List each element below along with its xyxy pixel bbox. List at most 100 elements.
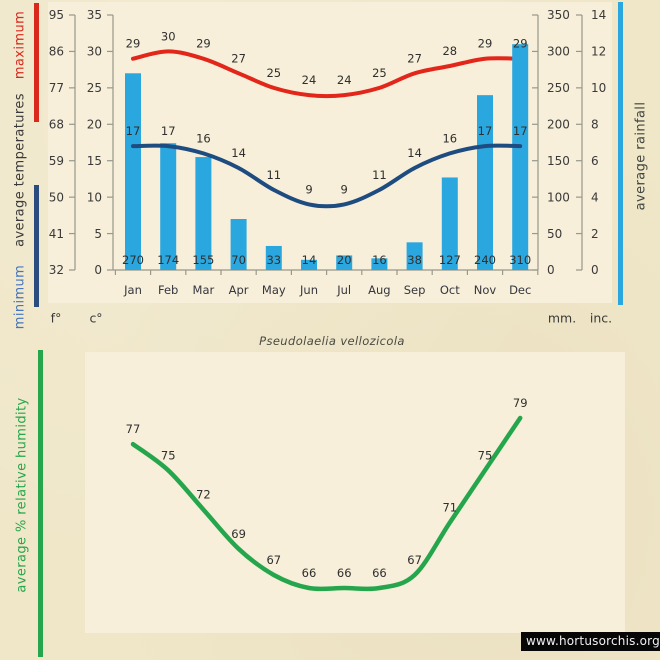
humidity-value: 67: [407, 553, 422, 567]
millimeters-axis-tick-label: 300: [547, 45, 570, 59]
month-label: May: [262, 283, 286, 297]
humidity-value: 79: [513, 396, 528, 410]
species-title: Pseudolaelia vellozicola: [259, 334, 405, 348]
rainfall-value: 16: [372, 253, 387, 267]
celsius-axis-tick-label: 20: [87, 117, 102, 131]
rainfall-value: 33: [266, 253, 281, 267]
inches-axis-tick-label: 12: [591, 45, 606, 59]
month-label: Feb: [158, 283, 178, 297]
celsius-axis-tick-label: 10: [87, 190, 102, 204]
max-temp-value: 24: [337, 73, 352, 87]
celsius-axis-tick-label: 0: [94, 263, 102, 277]
fahrenheit-axis-tick-label: 95: [49, 8, 64, 22]
rainfall-bar-May: [265, 245, 282, 270]
max-temp-line: [131, 49, 523, 99]
month-label: Oct: [440, 283, 460, 297]
celsius-axis-tick-label: 15: [87, 154, 102, 168]
min-temp-value: 17: [478, 124, 493, 138]
min-temp-value: 16: [442, 131, 457, 145]
min-temp-value: 17: [126, 124, 141, 138]
rainfall-value: 38: [407, 253, 422, 267]
humidity-legend-strip: [38, 350, 43, 657]
month-label: Nov: [474, 283, 497, 297]
humidity-value: 66: [302, 566, 317, 580]
rainfall-value: 70: [231, 253, 246, 267]
humidity-line: [130, 415, 523, 592]
fahrenheit-axis-tick-label: 50: [49, 190, 64, 204]
max-temp-value: 29: [196, 37, 211, 51]
min-temp-value: 9: [305, 182, 312, 196]
max-temp-value: 25: [372, 66, 387, 80]
rainfall-value: 155: [192, 253, 214, 267]
min-temp-value: 14: [407, 146, 422, 160]
temperature-rainfall-chart: 9586776859504132353025201510503503002502…: [48, 2, 612, 303]
fahrenheit-unit-label: f°: [50, 310, 62, 326]
rainfall-bar-Nov: [477, 95, 493, 271]
month-label: Sep: [404, 283, 426, 297]
millimeters-axis-tick-label: 150: [547, 154, 570, 168]
humidity-value: 75: [161, 448, 176, 462]
celsius-axis-tick-label: 30: [87, 45, 102, 59]
fahrenheit-axis-tick-label: 77: [49, 81, 64, 95]
rainfall-bar-Jun: [301, 259, 317, 270]
millimeters-axis-tick-label: 350: [547, 8, 570, 22]
humidity-value: 67: [266, 553, 281, 567]
celsius-axis-tick-label: 25: [87, 81, 102, 95]
inches-axis-tick-label: 0: [591, 263, 599, 277]
month-label: Jan: [123, 283, 142, 297]
rainfall-bar-Apr: [230, 219, 247, 270]
inches-axis-tick-label: 14: [591, 8, 606, 22]
rainfall-bar-Jul: [336, 255, 353, 270]
fahrenheit-axis-tick-label: 59: [49, 154, 64, 168]
min-temp-value: 16: [196, 131, 211, 145]
month-label: Mar: [193, 283, 215, 297]
rainfall-value: 14: [302, 253, 317, 267]
inches-unit-label: inc.: [589, 310, 613, 326]
celsius-axis-tick-label: 35: [87, 8, 102, 22]
rainfall-bar-Dec: [512, 44, 529, 271]
max-temp-value: 25: [266, 66, 281, 80]
rainfall-bar-Jan: [125, 73, 141, 271]
millimeters-unit-label: mm.: [547, 310, 577, 326]
humidity-value: 66: [372, 566, 387, 580]
max-temp-value: 27: [231, 51, 246, 65]
month-label: Apr: [229, 283, 249, 297]
rainfall-bar-Aug: [371, 258, 388, 270]
watermark: www.hortusorchis.org: [521, 632, 660, 651]
min-temp-value: 17: [513, 124, 528, 138]
rainfall-bar-Feb: [160, 143, 177, 270]
max-temp-value: 29: [126, 37, 141, 51]
rainfall-bar-Mar: [195, 157, 212, 270]
celsius-axis-tick-label: 5: [94, 227, 102, 241]
min-temp-value: 9: [341, 182, 348, 196]
max-temp-value: 29: [513, 37, 528, 51]
millimeters-axis-tick-label: 250: [547, 81, 570, 95]
millimeters-axis-tick-label: 50: [547, 227, 562, 241]
inches-axis-tick-label: 2: [591, 227, 599, 241]
humidity-chart: 77 75 72 69 67 66 66 66 67 71 75 79: [85, 352, 625, 633]
rainfall-value: 240: [474, 253, 496, 267]
max-temp-value: 29: [478, 37, 493, 51]
min-temp-value: 11: [372, 168, 387, 182]
humidity-value: 71: [442, 501, 457, 515]
rainfall-legend-strip: [618, 2, 623, 305]
humidity-plot-background: [85, 352, 625, 633]
max-temp-value: 27: [407, 51, 422, 65]
rainfall-value: 174: [157, 253, 179, 267]
inches-axis-tick-label: 8: [591, 117, 599, 131]
rainfall-bar-Sep: [406, 242, 423, 270]
rainfall-value: 20: [337, 253, 352, 267]
millimeters-axis-tick-label: 100: [547, 190, 570, 204]
min-temp-value: 11: [266, 168, 281, 182]
max-temp-value: 24: [302, 73, 317, 87]
fahrenheit-axis-tick-label: 32: [49, 263, 64, 277]
rainfall-value: 310: [509, 253, 531, 267]
humidity-value: 72: [196, 488, 211, 502]
month-label: Dec: [509, 283, 531, 297]
inches-axis-tick-label: 4: [591, 190, 599, 204]
rainfall-value: 270: [122, 253, 144, 267]
humidity-value: 75: [478, 448, 493, 462]
inches-axis-tick-label: 10: [591, 81, 606, 95]
min-temp-line: [131, 143, 523, 209]
